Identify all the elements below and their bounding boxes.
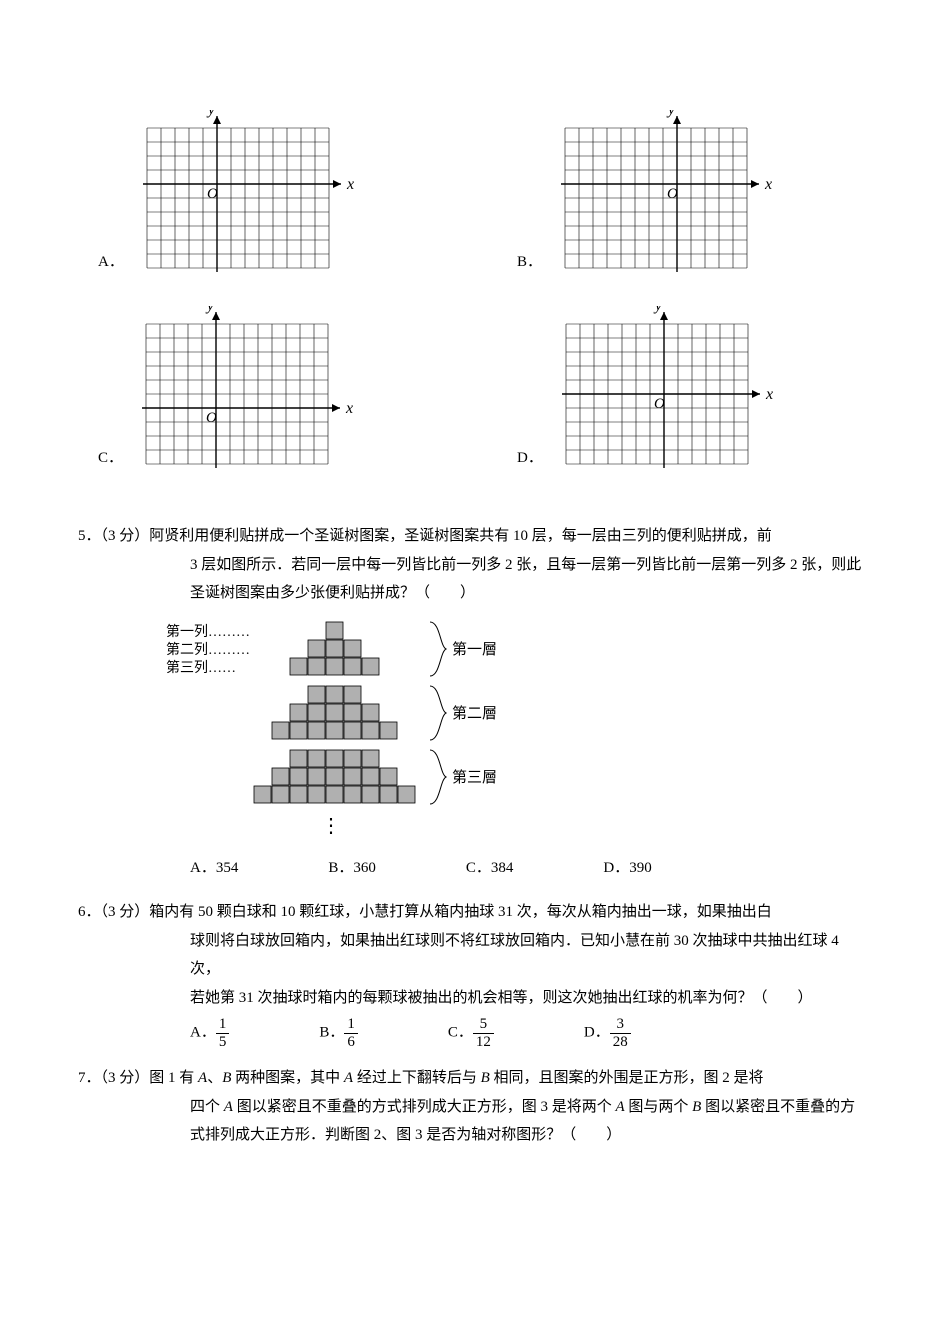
- svg-text:y: y: [206, 110, 216, 118]
- svg-text:第一列………: 第一列………: [166, 623, 250, 640]
- q5-choices: A．354 B．360 C．384 D．390: [78, 854, 872, 883]
- svg-text:第一層: 第一層: [452, 640, 497, 658]
- svg-text:x: x: [346, 176, 354, 193]
- q5-score: （3 分）: [101, 528, 150, 544]
- coordinate-grid-d: y x O: [551, 306, 778, 478]
- svg-text:第三層: 第三層: [452, 768, 497, 786]
- q5-text3: 圣诞树图案由多少张便利贴拼成？（ ）: [78, 579, 872, 608]
- option-letter: A．: [98, 248, 124, 283]
- coordinate-grid-a: y x O: [132, 110, 359, 282]
- grid-option-a: A． y x O: [98, 110, 453, 282]
- q6-choice-c: C．512: [448, 1016, 494, 1050]
- q7-number: 7．: [78, 1070, 101, 1086]
- grid-option-b: B． y x O: [517, 110, 872, 282]
- svg-text:O: O: [207, 186, 218, 202]
- svg-text:O: O: [654, 396, 665, 412]
- svg-text:x: x: [765, 386, 773, 403]
- q5-line1: 5．（3 分）阿贤利用便利贴拼成一个圣诞树图案，圣诞树图案共有 10 层，每一层…: [78, 522, 872, 551]
- svg-text:y: y: [666, 110, 676, 118]
- svg-text:O: O: [667, 186, 678, 202]
- q7-text3: 式排列成大正方形．判断图 2、图 3 是否为轴对称图形？（ ）: [78, 1121, 872, 1150]
- q6-score: （3 分）: [101, 904, 150, 920]
- q5-choice-a: A．354: [190, 854, 238, 883]
- christmas-tree-svg: 第一列………第二列………第三列…… 第一層第二層第三層 ⋮: [164, 618, 514, 848]
- q5-tree-figure: 第一列………第二列………第三列…… 第一層第二層第三層 ⋮: [164, 618, 872, 848]
- svg-text:第二列………: 第二列………: [166, 641, 250, 658]
- q5-text2: 3 层如图所示．若同一层中每一列皆比前一列多 2 张，且每一层第一列皆比前一层第…: [78, 551, 872, 580]
- option-letter: C．: [98, 444, 123, 479]
- q5-number: 5．: [78, 528, 101, 544]
- grid-option-d: D． y x O: [517, 306, 872, 478]
- svg-text:y: y: [205, 306, 215, 314]
- option-letter: B．: [517, 248, 542, 283]
- q6-choice-b: B．16: [319, 1016, 358, 1050]
- svg-text:O: O: [206, 410, 217, 426]
- svg-text:y: y: [653, 306, 663, 314]
- q6-text2: 球则将白球放回箱内，如果抽出红球则不将红球放回箱内．已知小慧在前 30 次抽球中…: [78, 927, 872, 984]
- q4-grid-options: A． y x O B． y x O C． y x O D． y x O: [98, 110, 872, 502]
- q6-text1: 箱内有 50 颗白球和 10 颗红球，小慧打算从箱内抽球 31 次，每次从箱内抽…: [149, 904, 772, 920]
- q6-text3: 若她第 31 次抽球时箱内的每颗球被抽出的机会相等，则这次她抽出红球的机率为何？…: [78, 984, 872, 1013]
- q5-choice-b: B．360: [328, 854, 376, 883]
- svg-text:x: x: [764, 176, 772, 193]
- option-letter: D．: [517, 444, 543, 479]
- q6-choice-d: D．328: [584, 1016, 631, 1050]
- q6-choices: A．15 B．16 C．512 D．328: [78, 1016, 872, 1050]
- q5-text1: 阿贤利用便利贴拼成一个圣诞树图案，圣诞树图案共有 10 层，每一层由三列的便利贴…: [149, 528, 772, 544]
- svg-text:第三列……: 第三列……: [166, 659, 236, 676]
- svg-text:⋮: ⋮: [321, 815, 341, 837]
- grid-option-c: C． y x O: [98, 306, 453, 478]
- q5-choice-c: C．384: [466, 854, 514, 883]
- q7-line1: 7．（3 分）图 1 有 A、B 两种图案，其中 A 经过上下翻转后与 B 相同…: [78, 1064, 872, 1093]
- coordinate-grid-b: y x O: [550, 110, 777, 282]
- svg-text:x: x: [345, 400, 353, 417]
- q6-choice-a: A．15: [190, 1016, 229, 1050]
- coordinate-grid-c: y x O: [131, 306, 358, 478]
- q6-line1: 6．（3 分）箱内有 50 颗白球和 10 颗红球，小慧打算从箱内抽球 31 次…: [78, 898, 872, 927]
- q6-number: 6．: [78, 904, 101, 920]
- q7-score: （3 分）: [101, 1070, 150, 1086]
- q7-text2: 四个 A 图以紧密且不重叠的方式排列成大正方形，图 3 是将两个 A 图与两个 …: [78, 1093, 872, 1122]
- q5-choice-d: D．390: [603, 854, 651, 883]
- svg-text:第二層: 第二層: [452, 704, 497, 722]
